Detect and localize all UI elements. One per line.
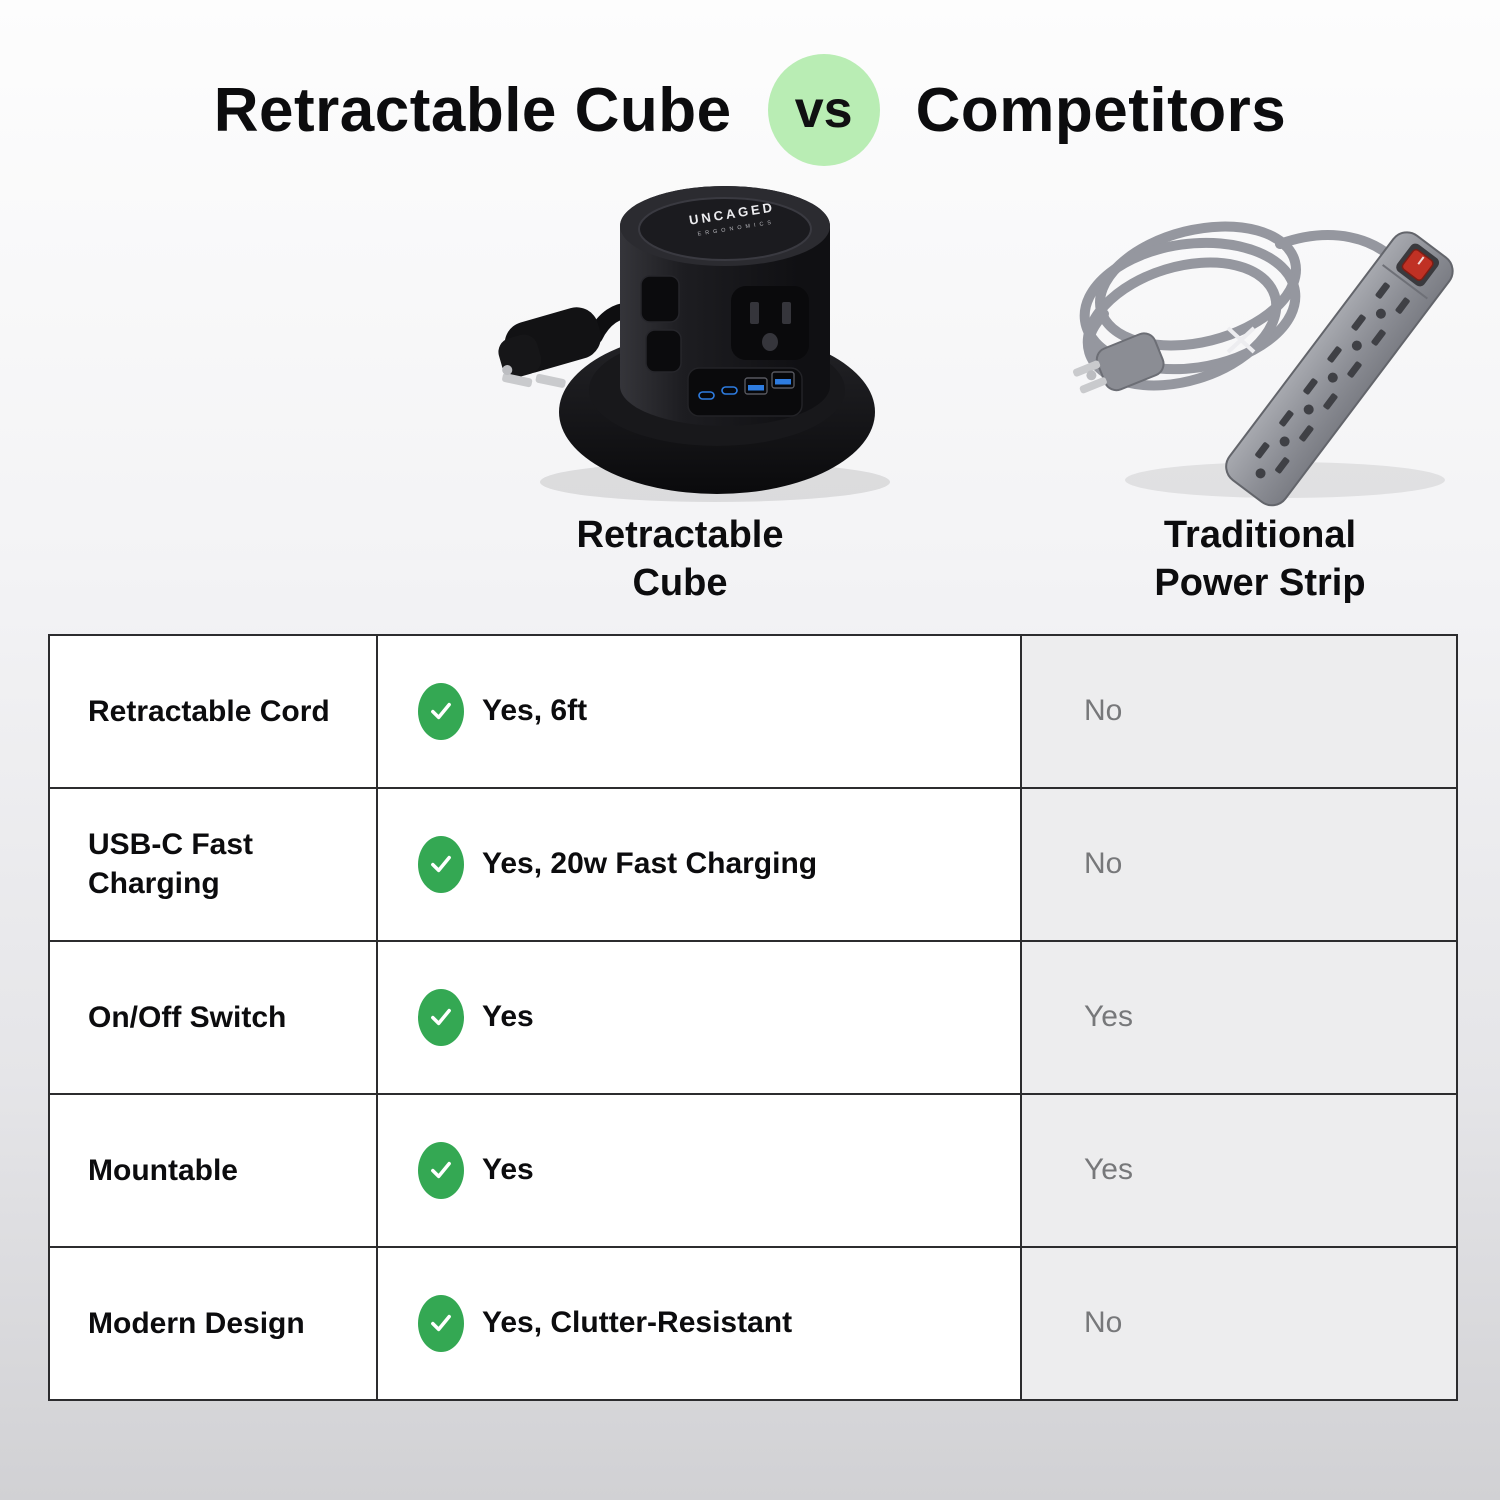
usb-c-port bbox=[698, 391, 715, 400]
power-switch bbox=[1396, 243, 1440, 287]
usb-a-port bbox=[744, 377, 768, 395]
product-label-strip: Traditional Power Strip bbox=[1154, 512, 1365, 608]
page-title: Retractable Cube vs Competitors bbox=[0, 0, 1500, 168]
cube-value-cell: Yes bbox=[376, 939, 1022, 1095]
feature-cell: Retractable Cord bbox=[48, 633, 378, 789]
cube-value-text: Yes, Clutter-Resistant bbox=[482, 1306, 793, 1340]
vs-badge: vs bbox=[767, 54, 880, 166]
power-strip-photo bbox=[1072, 221, 1454, 507]
strip-outlets bbox=[1255, 282, 1410, 479]
ac-outlet bbox=[731, 286, 809, 360]
comparison-table: Retractable Cord Yes, 6ft No USB-C Fast … bbox=[48, 633, 1458, 1401]
competitor-value-cell: Yes bbox=[1020, 939, 1458, 1095]
competitor-value-cell: Yes bbox=[1020, 1092, 1458, 1248]
check-icon bbox=[418, 988, 464, 1046]
competitor-value-cell: No bbox=[1020, 786, 1458, 942]
infographic-canvas: Retractable Cube vs Competitors bbox=[0, 0, 1500, 1401]
cube-value-text: Yes, 6ft bbox=[482, 694, 588, 728]
feature-cell: On/Off Switch bbox=[48, 939, 378, 1095]
table-row: On/Off Switch Yes Yes bbox=[48, 939, 1458, 1095]
usb-a-port bbox=[771, 371, 795, 389]
plug-icon bbox=[498, 307, 601, 388]
usb-ports bbox=[687, 367, 803, 417]
products-row: UNCAGED ERGONOMICS bbox=[0, 168, 1500, 608]
cable-tie bbox=[1226, 326, 1256, 354]
cube-value-cell: Yes, 6ft bbox=[376, 633, 1022, 789]
title-left: Retractable Cube bbox=[213, 75, 732, 145]
feature-cell: USB-C Fast Charging bbox=[48, 786, 378, 942]
table-row: Mountable Yes Yes bbox=[48, 1092, 1458, 1248]
label-cube-line2: Cube bbox=[632, 561, 728, 604]
usb-c-port bbox=[721, 386, 738, 395]
label-cube-line1: Retractable bbox=[576, 514, 784, 556]
cube-value-text: Yes bbox=[482, 1000, 534, 1034]
title-right: Competitors bbox=[915, 75, 1287, 145]
table-row: Retractable Cord Yes, 6ft No bbox=[48, 633, 1458, 789]
competitor-value-cell: No bbox=[1020, 1245, 1458, 1401]
power-cord-coil bbox=[1079, 221, 1407, 391]
cube-value-cell: Yes, Clutter-Resistant bbox=[376, 1245, 1022, 1401]
product-retractable-cube: UNCAGED ERGONOMICS bbox=[330, 168, 1030, 608]
cube-value-text: Yes bbox=[482, 1153, 534, 1187]
product-label-cube: Retractable Cube bbox=[577, 512, 784, 608]
cube-value-cell: Yes bbox=[376, 1092, 1022, 1248]
table-row: USB-C Fast Charging Yes, 20w Fast Chargi… bbox=[48, 786, 1458, 942]
check-icon bbox=[418, 835, 464, 893]
competitor-value-cell: No bbox=[1020, 633, 1458, 789]
product-traditional-power-strip: Traditional Power Strip bbox=[1020, 168, 1500, 608]
side-outlets bbox=[640, 275, 682, 373]
retractable-cube-photo: UNCAGED ERGONOMICS bbox=[498, 186, 890, 502]
cube-value-text: Yes, 20w Fast Charging bbox=[482, 847, 818, 881]
feature-cell: Modern Design bbox=[48, 1245, 378, 1401]
label-strip-line2: Power Strip bbox=[1154, 561, 1366, 604]
label-strip-line1: Traditional bbox=[1163, 514, 1357, 556]
check-icon bbox=[418, 1294, 464, 1352]
check-icon bbox=[418, 1141, 464, 1199]
strip-body bbox=[1225, 231, 1454, 507]
plug-icon bbox=[1072, 332, 1165, 394]
vs-label: vs bbox=[794, 81, 853, 139]
cube-value-cell: Yes, 20w Fast Charging bbox=[376, 786, 1022, 942]
feature-cell: Mountable bbox=[48, 1092, 378, 1248]
table-row: Modern Design Yes, Clutter-Resistant No bbox=[48, 1245, 1458, 1401]
check-icon bbox=[418, 682, 464, 740]
